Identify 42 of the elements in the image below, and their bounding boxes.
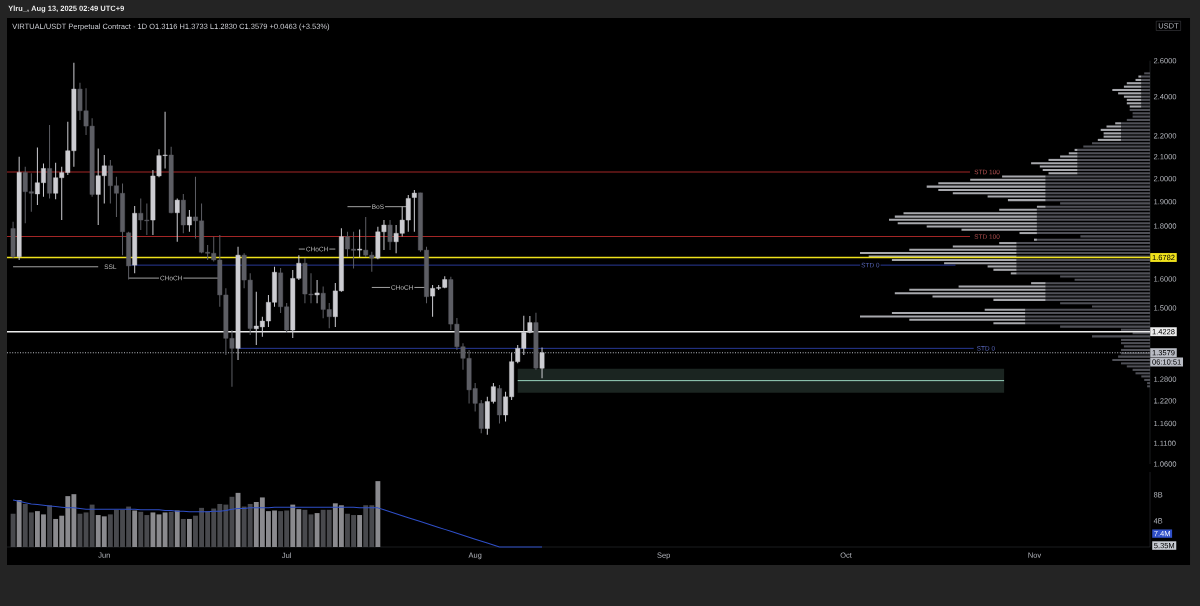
bar	[938, 182, 1046, 185]
bar	[909, 318, 1026, 321]
bar	[186, 518, 192, 547]
bar	[16, 500, 22, 547]
candlestick	[174, 197, 180, 243]
bar	[1034, 238, 1037, 241]
bar	[1112, 88, 1142, 92]
candlestick	[314, 279, 320, 304]
bar	[132, 510, 138, 547]
bar	[1031, 162, 1078, 165]
bar	[860, 251, 1017, 255]
candlestick	[187, 209, 192, 233]
bar	[1042, 168, 1078, 172]
bar	[1126, 82, 1142, 85]
candlestick	[387, 219, 393, 251]
bar	[889, 218, 1037, 221]
bar	[891, 258, 1017, 262]
bar	[894, 292, 1046, 295]
bar	[162, 512, 168, 547]
bar	[1100, 128, 1121, 131]
candlestick	[411, 189, 417, 233]
bar	[174, 510, 180, 547]
bar	[926, 185, 1046, 188]
bar	[1126, 102, 1142, 105]
bar	[1097, 138, 1121, 141]
bar	[1103, 132, 1121, 135]
bar	[903, 212, 1037, 215]
candlestick	[539, 347, 545, 379]
bar	[1031, 282, 1046, 285]
bar	[375, 481, 381, 547]
bar	[993, 298, 1046, 301]
bar	[860, 315, 1026, 318]
bar	[314, 513, 320, 547]
bar	[1126, 98, 1142, 101]
candlestick	[357, 229, 363, 258]
bar	[1123, 95, 1142, 98]
bar	[150, 512, 156, 547]
bar	[952, 245, 1017, 248]
bar	[993, 268, 1017, 271]
bar	[357, 515, 363, 547]
bar	[1129, 105, 1142, 108]
bar	[987, 195, 1046, 198]
